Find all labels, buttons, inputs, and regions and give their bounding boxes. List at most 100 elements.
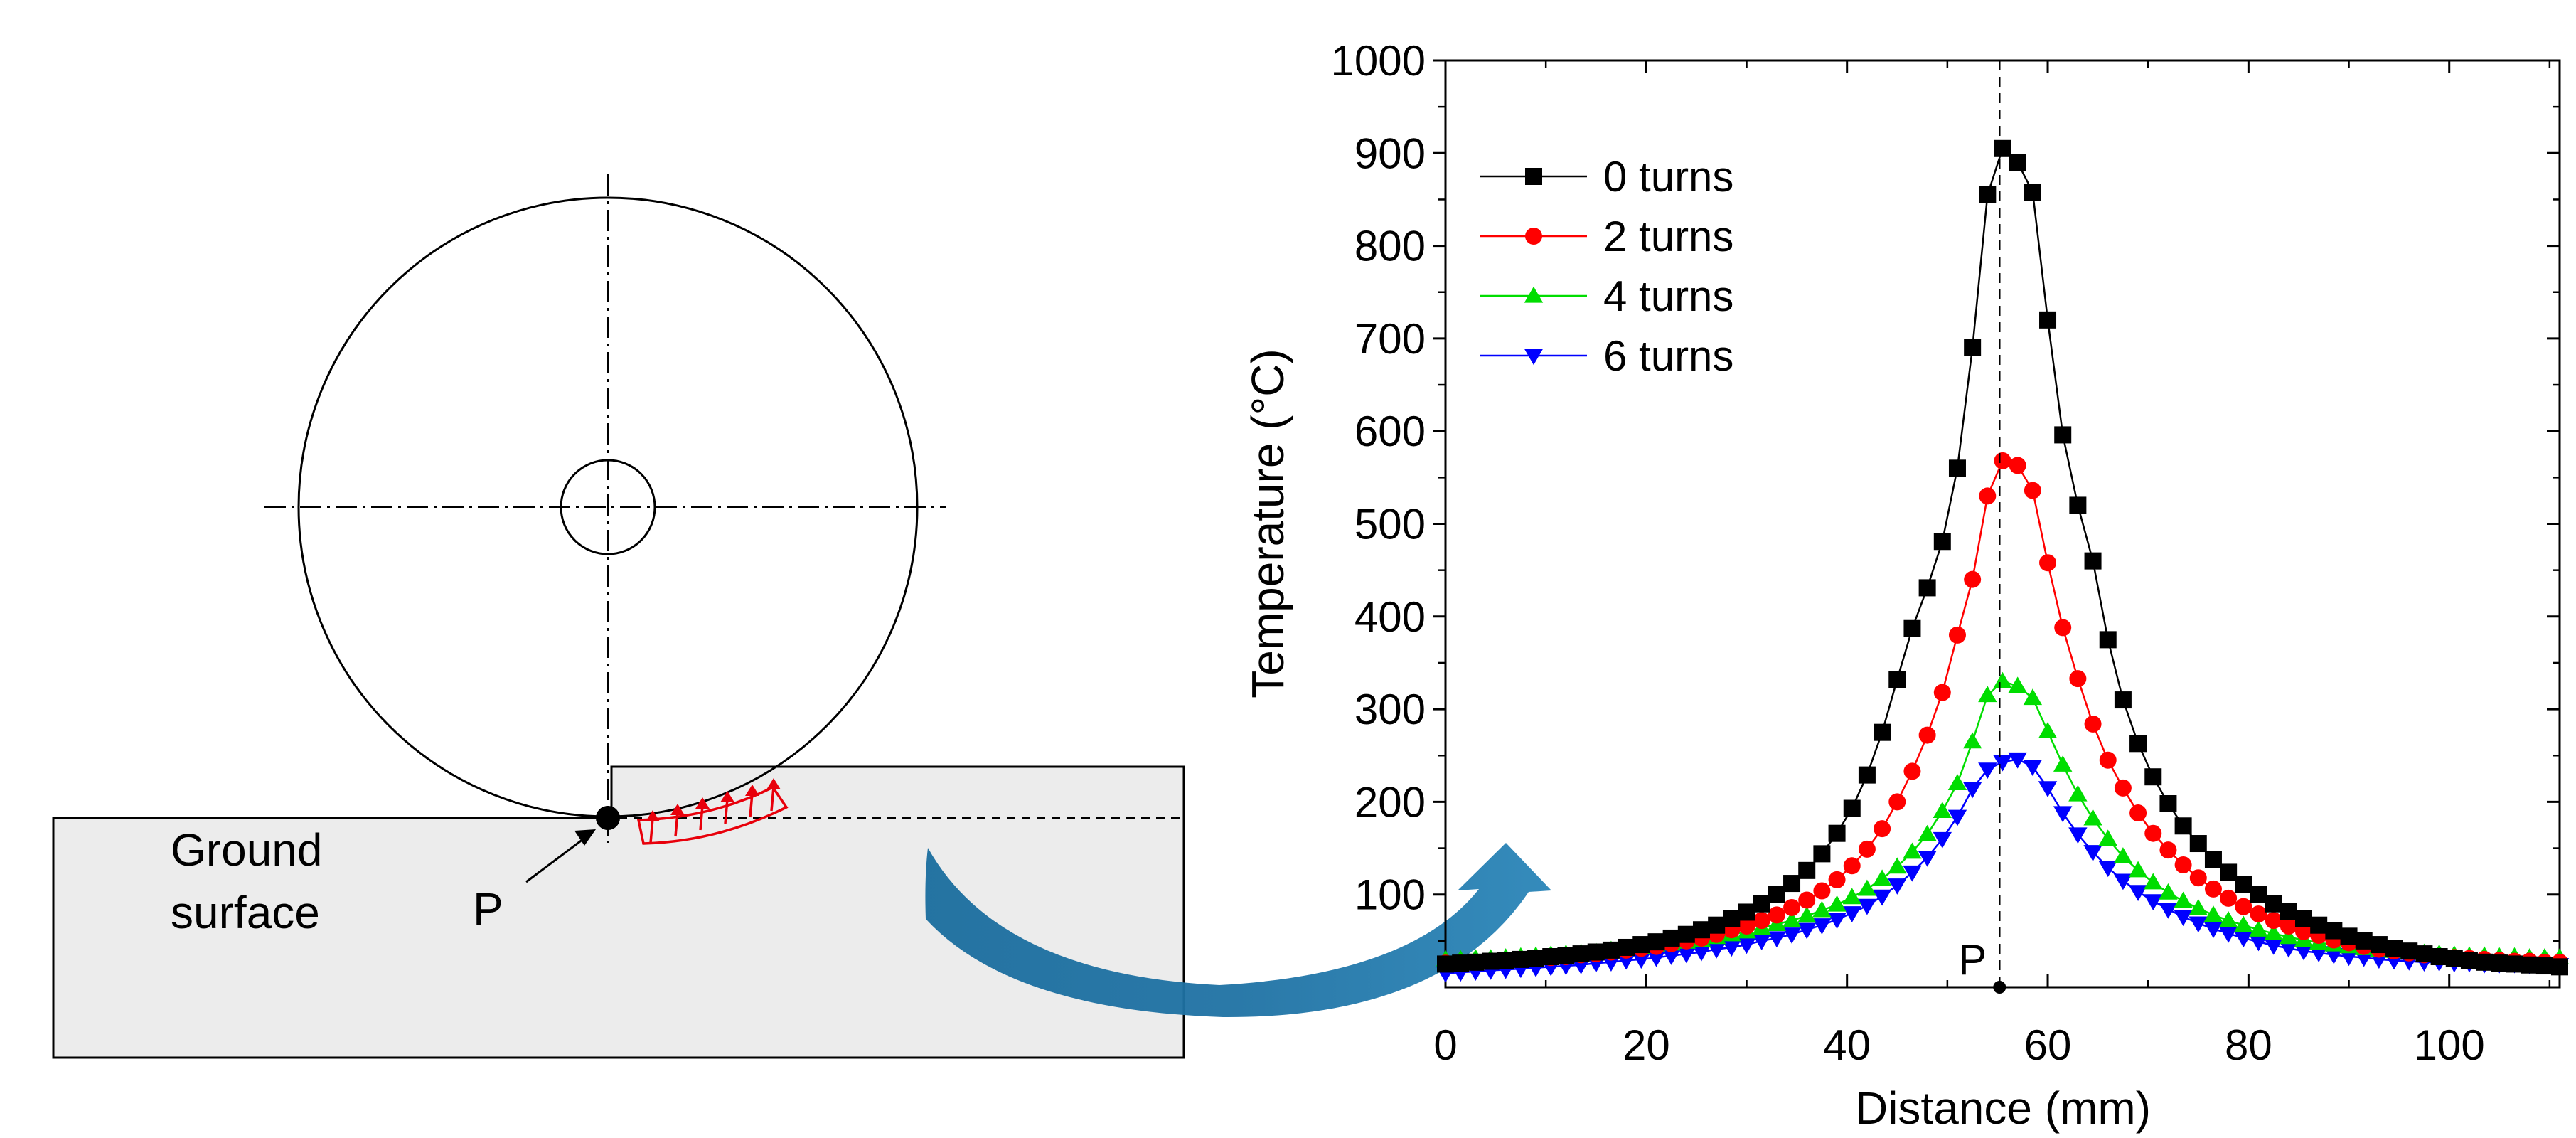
series-line [1445,147,2560,968]
data-point [1888,878,1907,895]
data-point [1842,888,1861,905]
data-point [1857,898,1877,915]
data-point [1918,579,1936,597]
data-point [1858,840,1876,858]
temperature-chart: 0 20 40 60 80 100 100 200 300 400 500 600 700 800 900 1… [1242,37,2570,1134]
data-point [2235,898,2252,915]
data-point [1798,861,1816,879]
data-point [1979,487,1997,505]
data-point [2234,931,2253,948]
series-line [1445,459,2560,964]
ground-label-line1: Ground [171,824,322,876]
series-4-turns [1436,671,2570,967]
data-point [1842,906,1861,922]
data-point [1527,950,1545,967]
data-point [1918,726,1936,744]
transfer-arrow [925,843,1551,1018]
data-point [2295,910,2313,927]
data-point [1706,942,1726,959]
y-tick-label: 200 [1354,778,1426,826]
data-point [1918,850,1937,867]
data-point [2008,676,2027,693]
data-point [1843,799,1861,817]
data-point [1467,953,1485,971]
data-point [2039,554,2057,572]
data-point [2264,924,2283,941]
data-point [1768,906,1785,924]
data-point [2174,891,2193,908]
data-point [1827,913,1847,930]
data-point [1722,940,1741,957]
legend: 0 turns 2 turns 4 turns 6 turns [1480,153,1733,380]
data-point [2535,957,2553,975]
heat-flux-arrowhead [766,778,781,789]
data-point [2234,915,2253,932]
data-point [2083,845,2102,861]
data-point [2174,817,2192,835]
data-point [2144,894,2163,911]
data-point [2129,804,2147,822]
heat-flux-arrow [699,805,704,831]
data-point [2310,916,2328,934]
y-tick-label: 500 [1354,501,1426,548]
heat-flux-arrowhead [720,791,734,802]
x-tick-label: 80 [2225,1021,2272,1069]
data-point [2294,944,2314,961]
grinding-diagram: P Ground surface [52,174,1551,1059]
data-point [2189,835,2207,853]
y-tick-label: 300 [1354,686,1426,733]
data-point [1692,921,1710,939]
heat-flux-arrows [636,778,789,845]
data-point [1813,845,1831,863]
data-point [1542,948,1560,966]
legend-item: 4 turns [1480,272,1733,320]
data-point [1888,671,1906,688]
x-tick-label: 20 [1623,1021,1670,1069]
data-point [2430,948,2448,966]
data-point [2445,950,2463,967]
axis-ticks: 0 20 40 60 80 100 100 200 300 400 500 600 700 800 900 1… [1331,37,2560,1069]
y-tick-label: 600 [1354,408,1426,455]
data-point [1993,755,2012,772]
data-point [2415,945,2433,963]
ground-label-line2: surface [171,887,320,938]
x-tick-label: 100 [2414,1021,2485,1069]
data-point [2280,918,2297,935]
data-point [2218,910,2238,927]
point-p-axis-dot [1993,981,2006,994]
legend-item: 2 turns [1480,213,1733,260]
y-tick-label: 800 [1354,223,1426,270]
heat-flux-arrow [649,818,654,844]
data-point [1903,865,1922,882]
heat-flux-arrow [674,812,679,837]
point-p-label: P [473,883,503,935]
data-point [2023,688,2043,706]
data-point [2159,795,2177,813]
y-tick-label: 900 [1354,129,1426,177]
marker-line-layer: P [1958,60,2006,994]
data-point [1903,842,1922,859]
data-point [1874,723,1891,741]
series-0-turns [1437,139,2568,976]
data-point [2370,936,2388,954]
data-point [1874,820,1891,838]
data-point [2204,880,2222,898]
heat-flux-arrowhead [745,785,759,796]
data-point [1903,619,1921,637]
data-point [1618,938,1635,956]
data-point [2203,922,2223,939]
data-point [2114,779,2132,797]
data-point [2203,905,2223,922]
legend-marker [1525,168,1542,185]
data-point [2159,841,2177,859]
data-point [1782,927,1802,944]
data-point [2309,946,2329,962]
data-point [2039,311,2057,329]
data-point [1827,895,1847,912]
data-point [2188,916,2208,933]
data-point [2188,899,2208,915]
data-point [2024,184,2041,201]
data-point [1888,793,1906,811]
series-2-turns [1437,452,2568,972]
x-tick-label: 60 [2024,1021,2072,1069]
